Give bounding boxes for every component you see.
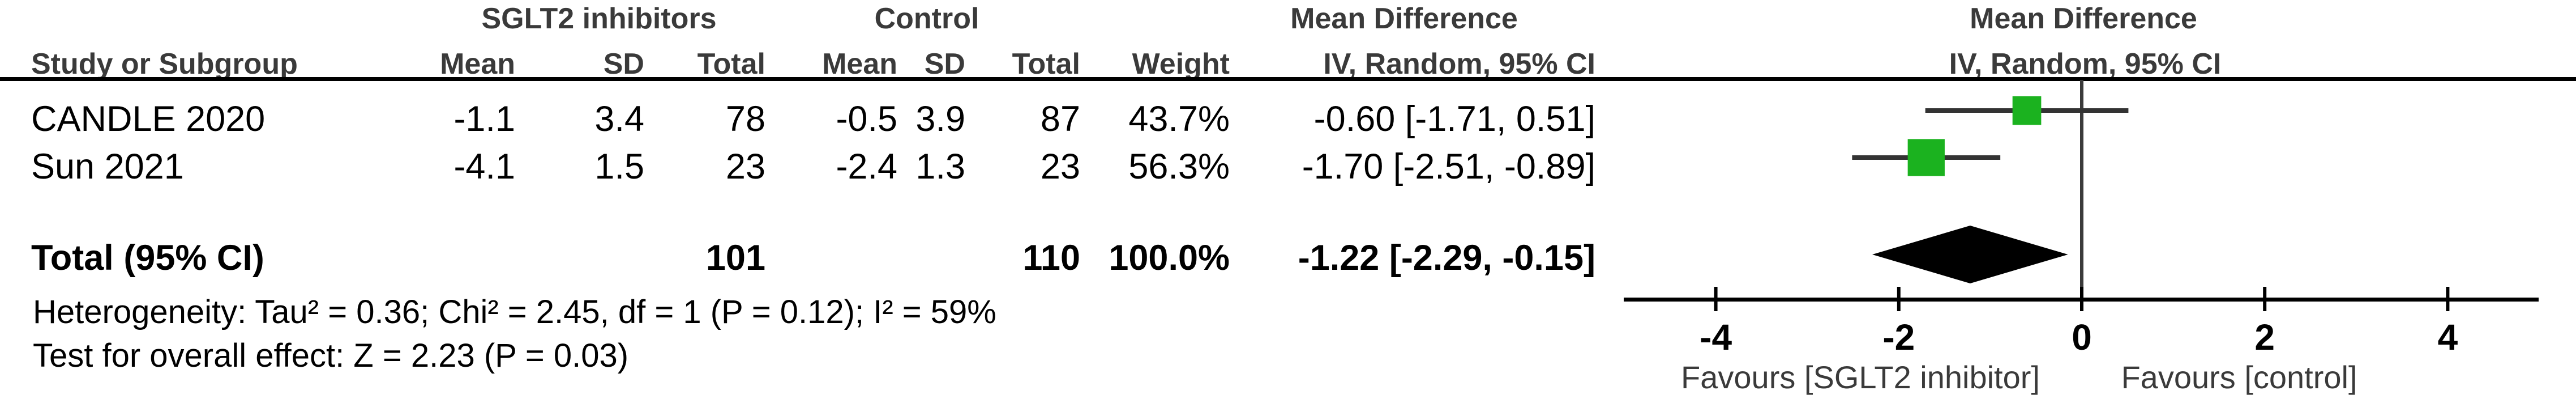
treatment-group-header: SGLT2 inhibitors bbox=[481, 2, 717, 35]
study-point-estimate-marker bbox=[1907, 139, 1945, 176]
plot-column-title: Mean Difference bbox=[1970, 2, 2197, 35]
c-mean-value: -2.4 bbox=[836, 147, 897, 186]
axis-tick-label: 0 bbox=[2072, 317, 2092, 358]
axis-tick-label: 2 bbox=[2254, 317, 2275, 358]
t-sd-value: 1.5 bbox=[594, 147, 644, 186]
total-row-label: Total (95% CI) bbox=[31, 238, 264, 278]
study-name: Sun 2021 bbox=[31, 147, 184, 186]
sd-c-column-header: SD bbox=[924, 48, 965, 80]
sd-t-column-header: SD bbox=[603, 48, 644, 80]
mean-c-column-header: Mean bbox=[822, 48, 897, 80]
study-column-header: Study or Subgroup bbox=[31, 48, 298, 80]
header-separator-rule bbox=[0, 77, 2576, 81]
overall-effect-note: Test for overall effect: Z = 2.23 (P = 0… bbox=[33, 337, 629, 374]
total-t-n: 101 bbox=[705, 238, 765, 278]
pooled-effect-diamond bbox=[1872, 226, 2068, 283]
md-column-subheader: IV, Random, 95% CI bbox=[1323, 48, 1595, 80]
total-md-ci-text: -1.22 [-2.29, -0.15] bbox=[1298, 238, 1595, 278]
axis-tick-label: -4 bbox=[1700, 317, 1732, 358]
c-total-value: 23 bbox=[1040, 147, 1080, 186]
weight-value: 43.7% bbox=[1128, 99, 1230, 139]
weight-value: 56.3% bbox=[1128, 147, 1230, 186]
c-total-value: 87 bbox=[1040, 99, 1080, 139]
c-sd-value: 3.9 bbox=[915, 99, 965, 139]
total-t-column-header: Total bbox=[697, 48, 765, 80]
favours-right-label: Favours [control] bbox=[2121, 359, 2357, 395]
md-column-title: Mean Difference bbox=[1290, 2, 1518, 35]
md-ci-text: -0.60 [-1.71, 0.51] bbox=[1313, 99, 1595, 139]
weight-column-header: Weight bbox=[1132, 48, 1230, 80]
study-point-estimate-marker bbox=[2012, 96, 2042, 125]
heterogeneity-note: Heterogeneity: Tau² = 0.36; Chi² = 2.45,… bbox=[33, 294, 996, 330]
axis-tick-label: 4 bbox=[2437, 317, 2458, 358]
t-total-value: 23 bbox=[725, 147, 765, 186]
t-mean-value: -4.1 bbox=[453, 147, 515, 186]
study-name: CANDLE 2020 bbox=[31, 99, 266, 139]
total-weight: 100.0% bbox=[1109, 238, 1230, 278]
favours-left-label: Favours [SGLT2 inhibitor] bbox=[1681, 359, 2040, 395]
mean-t-column-header: Mean bbox=[440, 48, 515, 80]
total-c-column-header: Total bbox=[1012, 48, 1080, 80]
total-c-n: 110 bbox=[1022, 238, 1080, 278]
t-mean-value: -1.1 bbox=[453, 99, 515, 139]
c-sd-value: 1.3 bbox=[915, 147, 965, 186]
control-group-header: Control bbox=[874, 2, 979, 35]
axis-tick-label: -2 bbox=[1882, 317, 1915, 358]
md-ci-text: -1.70 [-2.51, -0.89] bbox=[1302, 147, 1595, 186]
t-sd-value: 3.4 bbox=[594, 99, 644, 139]
c-mean-value: -0.5 bbox=[836, 99, 897, 139]
t-total-value: 78 bbox=[725, 99, 765, 139]
plot-column-subheader: IV, Random, 95% CI bbox=[1949, 48, 2222, 80]
